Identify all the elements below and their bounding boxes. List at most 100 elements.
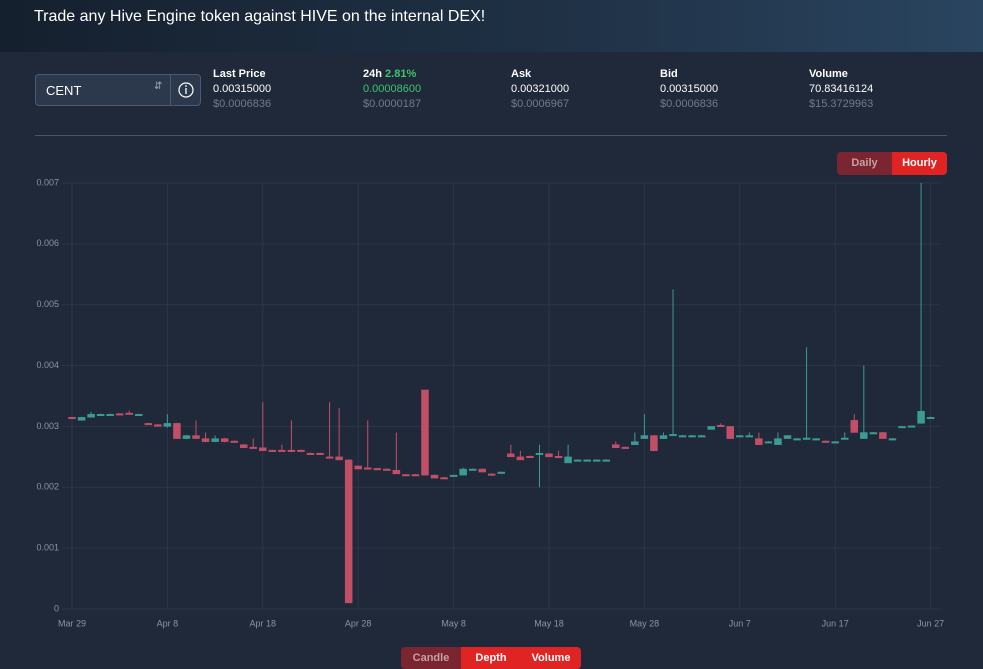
candle-body [373,468,382,471]
candle-body [201,438,210,442]
candle-body [173,423,181,439]
candle-body [554,455,563,458]
info-button[interactable] [170,75,201,105]
candle-body [650,435,658,452]
stat: Volume 70.83416124 $15.3729963 [809,68,873,110]
candle-body [497,471,506,474]
toggle-button[interactable]: Hourly [892,152,947,175]
candle-body [383,468,391,471]
candle-body [278,449,286,452]
stat: Ask 0.00321000 $0.0006967 [511,68,569,110]
candle-body [144,423,153,426]
candle-body [860,432,868,439]
candle-body [239,444,248,448]
x-tick-label: Mar 29 [58,618,86,628]
stat-usd: $0.0006836 [213,98,271,110]
candle-body [592,459,601,462]
candle-body [230,440,238,443]
stat-label-text: 24h [363,68,382,80]
candle-body [535,452,544,455]
candle-body [583,459,591,462]
stat-usd-text: $0.0006836 [213,98,272,110]
candle-body [631,441,639,445]
candle-body [77,417,86,421]
toggle-button-label: Depth [475,652,507,664]
timeframe-toggle: Daily Hourly [837,152,947,175]
y-tick-label: 0.005 [36,299,59,309]
stat-label-text: Ask [511,68,532,80]
toggle-button[interactable]: Depth [461,647,521,669]
candle-body [354,465,362,470]
x-tick-label: May 28 [630,618,660,628]
y-tick-label: 0.007 [36,177,59,187]
x-tick-label: Apr 8 [157,618,179,628]
candle-body [449,474,458,477]
stat-value: 0.00321000 [511,83,569,95]
stat-label: Ask [511,68,569,80]
stat-value: 0.00008600 [363,83,421,95]
y-tick-label: 0.006 [36,238,59,248]
candle-body [268,449,277,452]
candle-body [488,473,496,476]
candle-body [430,474,439,479]
stat-value: 70.83416124 [809,83,873,95]
candle-body [182,435,191,439]
candle-body [316,452,324,455]
candle-body [564,456,572,464]
stat-label: Volume [809,68,873,80]
stat-label: 24h 2.81% [363,68,421,80]
candle-body [678,435,687,438]
candle-body [87,414,95,418]
stat: Bid 0.00315000 $0.0006836 [660,68,718,110]
x-tick-label: Jun 27 [917,618,944,628]
stat-usd: $0.0006967 [511,98,569,110]
info-icon [178,82,194,98]
candle-body [755,438,763,445]
candle-body [707,426,715,430]
candle-body [106,414,114,417]
x-tick-label: May 18 [534,618,564,628]
candle-body [821,440,830,443]
token-name: CENT [46,83,82,98]
y-tick-label: 0.003 [36,421,59,431]
toggle-button[interactable]: Daily [837,152,892,175]
select-arrow: ⇵ [154,81,163,92]
candle-body [898,426,906,429]
toggle-button[interactable]: Candle [401,647,461,669]
token-select[interactable]: CENT ⇵ [35,74,201,106]
stat: Last Price 0.00315000 $0.0006836 [213,68,271,110]
candle-body [325,456,334,459]
candle-body [831,441,839,444]
candle-body [163,423,172,427]
stat-value: 0.00315000 [660,83,718,95]
candle-body [468,468,477,471]
candle-body [716,424,725,427]
candle-body [926,417,935,420]
stat-value: 0.00315000 [213,83,271,95]
y-tick-label: 0 [54,603,59,613]
x-tick-label: Jun 7 [729,618,751,628]
candle-body [220,438,229,442]
candle-body [764,441,773,444]
candle-body [573,459,582,462]
stat-change: 2.81% [385,68,417,80]
candle-body [612,444,620,448]
candle-body [526,455,534,458]
candle-body [516,456,525,461]
candle-body [297,449,305,452]
candle-body [888,438,897,441]
candle-body [125,412,133,415]
toggle-button-label: Hourly [902,157,937,169]
candle-body [335,456,343,461]
stat-usd: $0.0006836 [660,98,718,110]
toggle-button[interactable]: Volume [521,647,581,669]
candle-body [211,438,219,442]
candle-body [907,425,916,428]
candle-body [507,453,515,458]
stat-value-text: 0.00315000 [660,83,719,95]
x-tick-label: Jun 17 [822,618,849,628]
candle-body [440,477,448,480]
stat-usd: $15.3729963 [809,98,873,110]
candle-body [869,432,878,435]
